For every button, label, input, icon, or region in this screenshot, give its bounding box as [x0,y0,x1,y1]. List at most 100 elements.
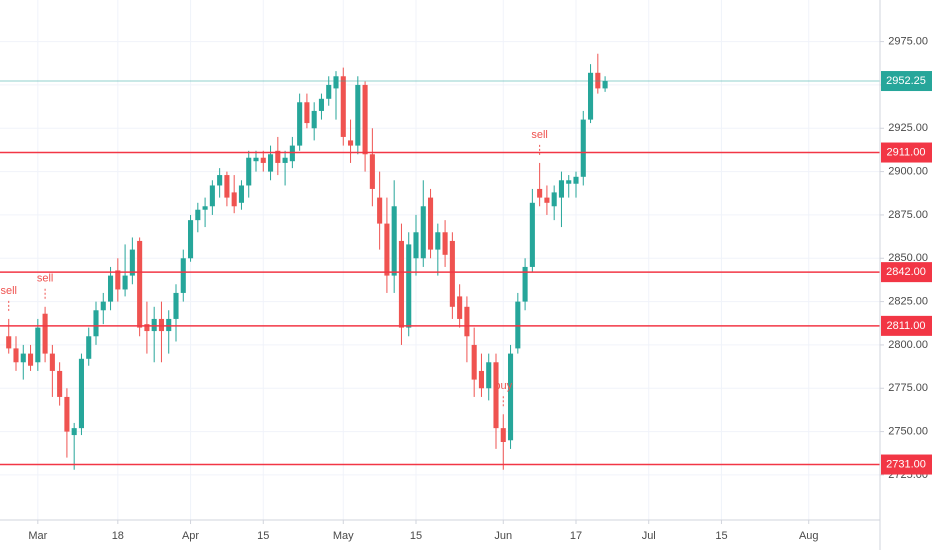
candle-body [500,428,506,442]
x-tick-label: 17 [570,530,582,542]
y-tick-label: 2900.00 [888,166,928,178]
x-tick-label: Aug [799,530,819,542]
candle-body [297,102,303,146]
x-tick-label: Jul [642,530,656,542]
candle-body [137,240,143,328]
candle-body [369,154,375,189]
candle-body [515,301,521,349]
last-price-label-bg [881,71,932,92]
candle-body [246,157,252,186]
candle-body [180,258,186,293]
candle-body [289,145,295,162]
candle-body [602,81,608,89]
candle-body [573,176,579,184]
candle-body [122,275,128,290]
candle-body [537,188,543,198]
level-label-bg [881,454,932,475]
candle-body [580,119,586,177]
candle-body [377,197,383,224]
candle-body [93,310,99,337]
y-tick-label: 2825.00 [888,296,928,308]
candle-body [457,296,463,319]
candle-body [188,220,194,259]
candle-body [318,98,324,111]
candle-body [100,301,106,311]
candle-body [35,327,41,363]
candle-body [384,223,390,276]
candle-body [13,348,19,363]
candle-body [398,240,404,328]
labels: 2725.002750.002775.002800.002825.002850.… [28,36,932,542]
candle-body [64,396,70,432]
candle-body [544,197,550,203]
annotation: sell [37,273,54,285]
candle-body [304,102,310,124]
candle-body [71,428,77,436]
level-label: 2842.00 [886,266,926,278]
candle-body [478,370,484,389]
y-tick-label: 2775.00 [888,382,928,394]
x-tick-label: 15 [257,530,269,542]
candle-body [558,180,564,198]
candle-body [348,140,354,146]
x-tick-label: Mar [28,530,47,542]
last-price-label: 2952.25 [886,75,926,87]
candle-body [195,209,201,221]
time-axis-panel [0,520,932,550]
candle-body [166,318,172,332]
y-tick-label: 2750.00 [888,426,928,438]
candle-body [173,292,179,319]
candle-body [217,175,223,186]
y-tick-label: 2850.00 [888,252,928,264]
y-tick-label: 2875.00 [888,209,928,221]
candle-body [78,358,84,429]
candle-body [86,336,92,359]
x-tick-label: 15 [715,530,727,542]
candle-body [493,362,499,429]
candle-body [551,192,557,207]
plot: sell sell buy sell [0,53,880,470]
candle-body [529,202,535,267]
y-tick-label: 2975.00 [888,36,928,48]
candle-body [522,266,528,302]
candle-body [486,362,492,389]
candle-body [144,324,150,332]
x-tick-label: Apr [182,530,199,542]
annotation: sell [531,129,548,141]
candle-body [238,185,244,203]
y-tick-label: 2800.00 [888,339,928,351]
x-tick-label: Jun [494,530,512,542]
level-label-bg [881,262,932,283]
y-tick-label: 2925.00 [888,122,928,134]
candle-body [435,232,441,250]
candle-body [129,249,135,276]
x-tick-label: 18 [112,530,124,542]
x-tick-label: May [333,530,354,542]
candle-body [151,318,157,332]
annotation: sell [0,285,17,297]
level-label: 2811.00 [887,320,926,332]
candle-body [253,157,259,162]
candle-body [224,175,230,198]
grid [0,0,880,520]
candle-body [57,370,63,397]
candle-body [209,185,215,207]
candle-body [311,110,317,129]
candle-body [420,206,426,259]
candle-body [391,206,397,276]
x-tick-label: 15 [410,530,422,542]
candle-body [566,180,572,184]
candle-body [260,157,266,163]
candle-body [464,306,470,337]
candle-body [413,232,419,259]
candle-body [268,154,274,172]
candle-body [340,76,346,137]
candle-body [442,232,448,255]
candle-body [326,84,332,99]
candle-body [449,240,455,307]
candle-body [588,72,594,120]
candle-body [6,336,12,349]
level-label-bg [881,142,932,163]
